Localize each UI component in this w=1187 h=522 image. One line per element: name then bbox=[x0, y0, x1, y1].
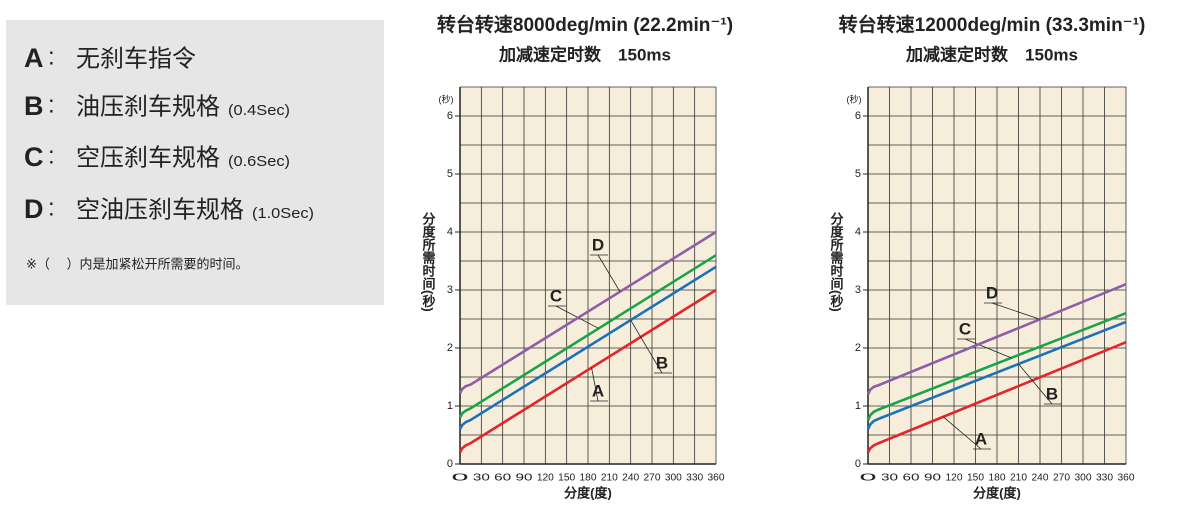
x-tick-label: 210 bbox=[601, 473, 618, 484]
x-tick-label: 360 bbox=[708, 473, 725, 484]
x-tick-label: 0 bbox=[860, 473, 878, 484]
y-axis-label: 分度所需时间(秒) bbox=[829, 211, 844, 311]
series-line bbox=[458, 254, 717, 419]
series-line bbox=[866, 282, 1127, 395]
series-line bbox=[458, 230, 717, 394]
y-tick-label: 4 bbox=[855, 226, 861, 238]
y-tick-label: 2 bbox=[447, 342, 453, 354]
x-tick-label: 360 bbox=[1118, 473, 1135, 484]
x-tick-label: 120 bbox=[946, 473, 963, 484]
series-label: A bbox=[592, 381, 604, 400]
series-line bbox=[458, 288, 717, 454]
y-tick-label: 5 bbox=[855, 168, 861, 180]
legend-note: (0.6Sec) bbox=[228, 153, 290, 170]
x-axis-label: 分度(度) bbox=[564, 485, 612, 500]
leader-line bbox=[630, 319, 663, 374]
x-tick-label: 90 bbox=[924, 473, 942, 484]
leader-line bbox=[1018, 363, 1053, 405]
x-tick-label: 180 bbox=[580, 473, 597, 484]
x-tick-label: 120 bbox=[537, 473, 554, 484]
y-tick-label: 1 bbox=[855, 400, 861, 412]
y-tick-label: 5 bbox=[447, 168, 453, 180]
x-tick-label: 240 bbox=[622, 473, 639, 484]
x-axis-label: 分度(度) bbox=[973, 485, 1021, 500]
x-tick-label: 300 bbox=[1075, 473, 1092, 484]
x-tick-label: 30 bbox=[473, 473, 491, 484]
y-tick-label: 4 bbox=[447, 226, 453, 238]
legend-text: 油压刹车规格 bbox=[76, 93, 220, 120]
series-label: A bbox=[975, 429, 987, 448]
leader-line bbox=[942, 416, 982, 450]
x-tick-label: 150 bbox=[967, 473, 984, 484]
series-label: C bbox=[550, 286, 562, 305]
x-tick-label: 0 bbox=[452, 473, 470, 484]
legend-text: 空油压刹车规格 bbox=[76, 196, 244, 223]
y-axis-label: 分度所需时间(秒) bbox=[421, 211, 436, 311]
series-line bbox=[458, 265, 717, 430]
y-tick-label: 1 bbox=[447, 400, 453, 412]
x-tick-label: 30 bbox=[881, 473, 899, 484]
series-label: D bbox=[592, 235, 604, 254]
series-line bbox=[866, 320, 1127, 430]
y-tick-label: 2 bbox=[855, 342, 861, 354]
legend-letter: C bbox=[24, 142, 44, 172]
legend-text: 空压刹车规格 bbox=[76, 144, 220, 171]
y-unit: (秒) bbox=[439, 93, 454, 104]
legend-note: (1.0Sec) bbox=[252, 205, 314, 222]
series-label: B bbox=[1046, 384, 1058, 403]
legend-letter: B bbox=[24, 91, 44, 121]
legend-separator: : bbox=[48, 142, 55, 169]
x-tick-label: 60 bbox=[903, 473, 921, 484]
chart-title: 转台转速12000deg/min (33.3min⁻¹) bbox=[839, 13, 1146, 36]
y-tick-label: 3 bbox=[447, 284, 453, 296]
chart-subtitle: 加减速定时数 150ms bbox=[498, 44, 671, 64]
x-tick-label: 270 bbox=[644, 473, 661, 484]
legend-separator: : bbox=[48, 43, 55, 70]
x-tick-label: 300 bbox=[665, 473, 682, 484]
legend-separator: : bbox=[48, 91, 55, 118]
y-tick-label: 6 bbox=[855, 110, 861, 122]
x-tick-label: 210 bbox=[1010, 473, 1027, 484]
legend-box bbox=[6, 20, 384, 305]
legend-letter: D bbox=[24, 194, 44, 224]
leader-line bbox=[597, 254, 621, 292]
y-tick-label: 0 bbox=[855, 458, 861, 470]
series-line bbox=[866, 311, 1127, 421]
leader-line bbox=[964, 338, 1012, 359]
x-tick-label: 240 bbox=[1032, 473, 1049, 484]
legend-separator: : bbox=[48, 194, 55, 221]
footnote: ※（ ）内是加紧松开所需要的时间。 bbox=[26, 256, 249, 271]
series-line bbox=[866, 340, 1127, 454]
legend-note: (0.4Sec) bbox=[228, 102, 290, 119]
chart-title: 转台转速8000deg/min (22.2min⁻¹) bbox=[437, 13, 733, 36]
x-tick-label: 90 bbox=[516, 473, 534, 484]
leader-line bbox=[591, 367, 599, 402]
y-tick-label: 6 bbox=[447, 110, 453, 122]
legend-text: 无刹车指令 bbox=[76, 45, 196, 72]
x-tick-label: 60 bbox=[494, 473, 512, 484]
series-label: C bbox=[959, 319, 971, 338]
y-unit: (秒) bbox=[847, 93, 862, 104]
y-tick-label: 3 bbox=[855, 284, 861, 296]
legend-letter: A bbox=[24, 43, 44, 73]
series-label: D bbox=[986, 283, 998, 302]
leader-line bbox=[991, 302, 1041, 320]
series-label: B bbox=[656, 353, 668, 372]
x-tick-label: 270 bbox=[1053, 473, 1070, 484]
y-tick-label: 0 bbox=[447, 458, 453, 470]
chart-subtitle: 加减速定时数 150ms bbox=[905, 44, 1078, 64]
x-tick-label: 330 bbox=[686, 473, 703, 484]
x-tick-label: 180 bbox=[989, 473, 1006, 484]
x-tick-label: 330 bbox=[1096, 473, 1113, 484]
x-tick-label: 150 bbox=[558, 473, 575, 484]
